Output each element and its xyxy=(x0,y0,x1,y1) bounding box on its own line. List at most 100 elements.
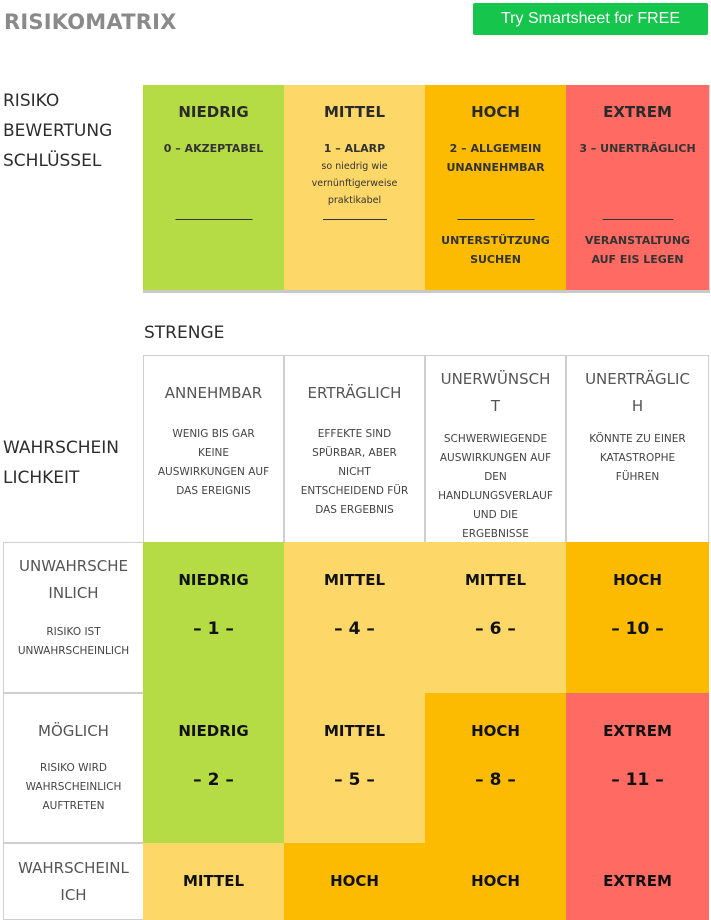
severity-desc-line: NICHT xyxy=(338,466,371,478)
risk-score: – 1 – xyxy=(193,619,234,639)
key-title: NIEDRIG xyxy=(178,103,249,121)
risk-level: MITTEL xyxy=(323,571,386,589)
key-footer-line: SUCHEN xyxy=(470,253,521,266)
key-footer-line: AUF EIS LEGEN xyxy=(591,253,684,266)
key-footer: UNTERSTÜTZUNG SUCHEN xyxy=(425,231,566,269)
key-title: EXTREM xyxy=(603,103,672,121)
risk-level: HOCH xyxy=(613,571,662,589)
severity-desc-line: KÖNNTE ZU EINER xyxy=(589,433,686,445)
key-sub: 3 – UNERTRÄGLICH xyxy=(579,142,696,155)
matrix-cell: EXTREM – 11 – xyxy=(566,693,709,843)
severity-desc-line: EFFEKTE SIND xyxy=(317,428,392,440)
severity-label: STRENGE xyxy=(144,323,225,343)
key-divider xyxy=(602,219,673,220)
likelihood-title: MÖGLICH xyxy=(38,722,109,740)
likelihood-row-unwahrscheinlich: UNWAHRSCHE INLICH RISIKO IST UNWAHRSCHEI… xyxy=(3,542,144,693)
key-note: so niedrig wie vernünftigerweise praktik… xyxy=(311,161,398,206)
key-cell-niedrig: NIEDRIG 0 – AKZEPTABEL xyxy=(143,85,284,290)
risk-level: NIEDRIG xyxy=(178,722,249,740)
severity-title: UNERWÜNSCH T xyxy=(426,366,565,420)
risk-level: HOCH xyxy=(471,872,520,890)
likelihood-desc-line: RISIKO IST xyxy=(46,626,101,638)
key-title: HOCH xyxy=(471,103,520,121)
likelihood-title: WAHRSCHEINL ICH xyxy=(4,855,143,909)
severity-title: ANNEHMBAR xyxy=(164,384,263,402)
matrix-cell: NIEDRIG – 2 – xyxy=(143,693,284,843)
matrix-cell: NIEDRIG – 1 – xyxy=(143,542,284,693)
risk-score: – 8 – xyxy=(475,770,516,790)
likelihood-desc-line: UNWAHRSCHEINLICH xyxy=(17,645,130,657)
likelihood-row-wahrscheinlich: WAHRSCHEINL ICH xyxy=(3,843,144,920)
matrix-cell: HOCH – 8 – xyxy=(425,693,566,843)
risk-score: – 10 – xyxy=(611,619,664,639)
severity-desc-line: KEINE xyxy=(197,447,230,459)
likelihood-desc: RISIKO WIRD WAHRSCHEINLICH AUFTRETEN xyxy=(4,759,143,816)
severity-desc-line: AUSWIRKUNGEN AUF xyxy=(157,466,270,478)
severity-desc-line: HANDLUNGSVERLAUF xyxy=(438,490,553,502)
severity-title: UNERTRÄGLIC H xyxy=(567,366,708,420)
risk-level: MITTEL xyxy=(323,722,386,740)
risk-score: – 6 – xyxy=(475,619,516,639)
matrix-cell: HOCH xyxy=(284,843,425,920)
risk-level: MITTEL xyxy=(464,571,527,589)
severity-desc-line: UND DIE xyxy=(473,509,518,521)
severity-desc: EFFEKTE SIND SPÜRBAR, ABER NICHT ENTSCHE… xyxy=(285,425,424,520)
key-title: MITTEL xyxy=(323,103,386,121)
likelihood-title-line: ICH xyxy=(60,886,87,904)
severity-desc-line: ERGEBNISSE xyxy=(462,528,529,540)
severity-desc-line: ENTSCHEIDEND FÜR xyxy=(300,485,409,497)
risk-level: EXTREM xyxy=(603,872,672,890)
try-smartsheet-button[interactable]: Try Smartsheet for FREE xyxy=(473,3,708,35)
severity-title-line: UNERWÜNSCH xyxy=(440,370,551,388)
severity-title: ERTRÄGLICH xyxy=(307,384,402,402)
key-cell-hoch: HOCH 2 – ALLGEMEIN UNANNEHMBAR UNTERSTÜT… xyxy=(425,85,566,290)
severity-desc: KÖNNTE ZU EINER KATASTROPHE FÜHREN xyxy=(567,430,708,487)
severity-ertraeglich: ERTRÄGLICH EFFEKTE SIND SPÜRBAR, ABER NI… xyxy=(284,355,425,543)
severity-title-line: H xyxy=(631,397,644,415)
risk-level: EXTREM xyxy=(603,722,672,740)
likelihood-label-line: LICHKEIT xyxy=(3,468,80,488)
risk-key-label-line: SCHLÜSSEL xyxy=(3,151,102,171)
severity-desc-line: SCHWERWIEGENDE xyxy=(443,433,548,445)
likelihood-row-moeglich: MÖGLICH RISIKO WIRD WAHRSCHEINLICH AUFTR… xyxy=(3,693,144,843)
matrix-cell: MITTEL xyxy=(143,843,284,920)
severity-title-line: T xyxy=(490,397,501,415)
likelihood-desc-line: AUFTRETEN xyxy=(42,800,105,812)
matrix-cell: MITTEL – 4 – xyxy=(284,542,425,693)
likelihood-desc-line: RISIKO WIRD xyxy=(40,762,107,774)
severity-desc: SCHWERWIEGENDE AUSWIRKUNGEN AUF DEN HAND… xyxy=(426,430,565,544)
key-sub: 1 – ALARP xyxy=(323,142,386,155)
page-title: RISIKOMATRIX xyxy=(4,10,177,34)
key-sub: 0 – AKZEPTABEL xyxy=(163,142,264,155)
likelihood-title-line: WAHRSCHEINL xyxy=(18,859,129,877)
severity-desc-line: KATASTROPHE xyxy=(599,452,676,464)
risk-key-label-line: BEWERTUNG xyxy=(3,121,113,141)
risk-level: HOCH xyxy=(471,722,520,740)
severity-desc-line: SPÜRBAR, ABER xyxy=(312,447,397,459)
risk-level: MITTEL xyxy=(182,872,245,890)
key-sub: 2 – ALLGEMEIN UNANNEHMBAR xyxy=(446,142,545,174)
likelihood-title: UNWAHRSCHE INLICH xyxy=(4,553,143,607)
severity-desc-line: DEN xyxy=(484,471,507,483)
risk-score: – 4 – xyxy=(334,619,375,639)
risk-key-label: RISIKO BEWERTUNG SCHLÜSSEL xyxy=(3,86,112,176)
key-cell-extrem: EXTREM 3 – UNERTRÄGLICH VERANSTALTUNG AU… xyxy=(566,85,709,290)
likelihood-label: WAHRSCHEIN LICHKEIT xyxy=(3,433,119,493)
key-footer-line: UNTERSTÜTZUNG xyxy=(441,234,550,247)
severity-desc: WENIG BIS GAR KEINE AUSWIRKUNGEN AUF DAS… xyxy=(144,425,283,501)
severity-desc-line: AUSWIRKUNGEN AUF xyxy=(439,452,552,464)
risk-level: HOCH xyxy=(330,872,379,890)
matrix-cell: MITTEL – 6 – xyxy=(425,542,566,693)
key-footer-line: VERANSTALTUNG xyxy=(584,234,691,247)
matrix-cell: HOCH – 10 – xyxy=(566,542,709,693)
risk-key-label-line: RISIKO xyxy=(3,91,60,111)
key-cell-mittel: MITTEL 1 – ALARP so niedrig wie vernünft… xyxy=(284,85,425,290)
severity-unerwuenscht: UNERWÜNSCH T SCHWERWIEGENDE AUSWIRKUNGEN… xyxy=(425,355,566,543)
severity-desc-line: DAS ERGEBNIS xyxy=(315,504,394,516)
risk-score: – 5 – xyxy=(334,770,375,790)
matrix-cell: HOCH xyxy=(425,843,566,920)
matrix-cell: MITTEL – 5 – xyxy=(284,693,425,843)
severity-unertraeglich: UNERTRÄGLIC H KÖNNTE ZU EINER KATASTROPH… xyxy=(566,355,709,543)
severity-desc-line: WENIG BIS GAR xyxy=(172,428,255,440)
key-divider xyxy=(457,219,534,220)
